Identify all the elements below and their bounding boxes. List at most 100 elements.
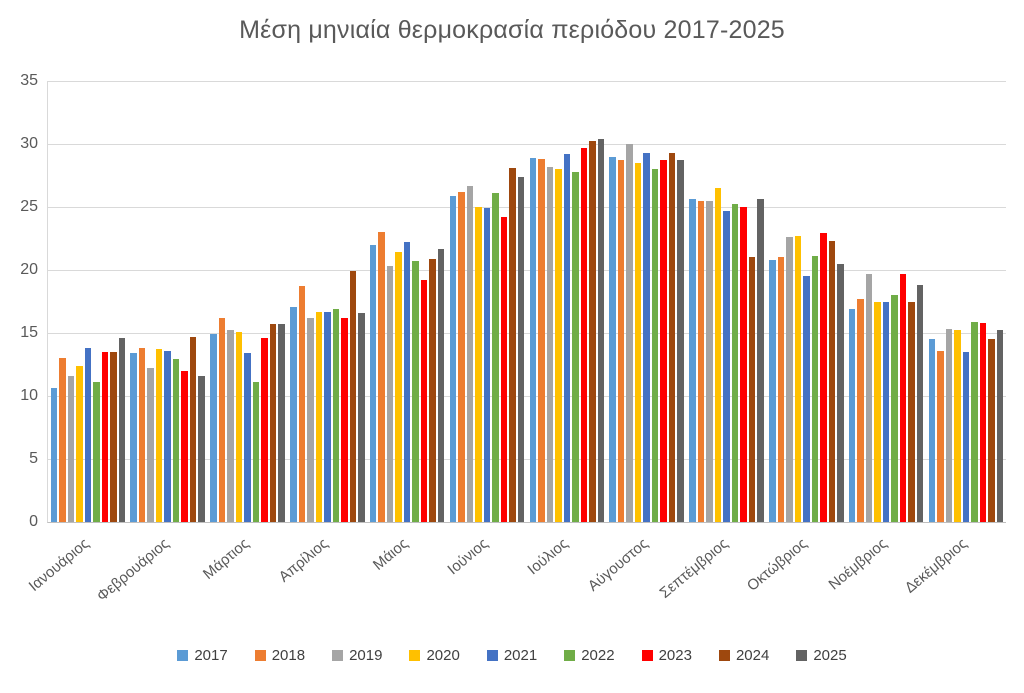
bar-group <box>128 81 208 522</box>
bar <box>538 159 545 522</box>
bar <box>437 248 445 522</box>
bar <box>378 232 385 522</box>
bar <box>483 208 491 522</box>
bar <box>626 144 633 522</box>
bar <box>848 309 856 522</box>
gridline <box>48 270 1006 271</box>
bar <box>244 353 251 522</box>
bar <box>181 370 188 522</box>
bar <box>609 156 616 522</box>
bar <box>529 157 537 522</box>
bar <box>130 353 137 522</box>
x-axis-label: Οκτώβριος <box>744 534 811 595</box>
gridline <box>48 81 1006 82</box>
x-axis-label: Ιούλιος <box>524 534 572 579</box>
legend-item: 2022 <box>564 647 615 664</box>
bar <box>971 321 978 522</box>
bar <box>706 200 713 522</box>
legend-swatch-icon <box>254 650 266 661</box>
gridline <box>48 459 1006 460</box>
legend-label: 2022 <box>581 647 615 664</box>
bar-group <box>607 81 687 522</box>
legend-label: 2018 <box>271 647 306 664</box>
bar <box>210 334 217 522</box>
bar <box>218 317 226 522</box>
y-tick-label: 5 <box>29 450 38 467</box>
bar <box>723 210 730 522</box>
legend-item: 2024 <box>718 647 769 664</box>
bar <box>403 242 411 522</box>
legend-item: 2021 <box>486 647 538 664</box>
legend-label: 2025 <box>813 647 847 664</box>
bar-group <box>926 81 1006 522</box>
bar <box>449 195 457 522</box>
bar <box>298 286 306 522</box>
bar <box>589 141 596 522</box>
bar-group <box>208 81 288 522</box>
x-axis-label: Δεκέμβριος <box>901 534 971 597</box>
bar <box>777 257 785 522</box>
bar <box>67 375 75 522</box>
bar-group <box>367 81 447 522</box>
bar <box>349 271 357 522</box>
bar <box>572 171 579 522</box>
bar <box>916 285 924 522</box>
x-axis-label: Μάιος <box>370 534 412 574</box>
gridline <box>48 207 1006 208</box>
bar <box>937 350 944 522</box>
legend-label: 2021 <box>503 647 538 664</box>
bar <box>651 169 659 522</box>
bar <box>769 259 776 522</box>
bar <box>118 338 126 522</box>
bar <box>189 336 197 522</box>
bar-group <box>447 81 527 522</box>
bar-group <box>48 81 128 522</box>
plot-area <box>47 81 1006 523</box>
bar <box>962 351 970 522</box>
bar <box>466 185 474 522</box>
bar <box>803 276 810 522</box>
bar <box>172 359 180 522</box>
bar <box>668 152 676 522</box>
legend-swatch-icon <box>641 650 653 661</box>
bar <box>546 166 554 522</box>
y-tick-label: 30 <box>20 135 38 152</box>
bar <box>988 339 995 522</box>
bar <box>147 368 154 522</box>
legend-label: 2020 <box>426 647 460 664</box>
bar <box>324 311 331 522</box>
bar <box>820 233 827 522</box>
bar <box>278 324 285 522</box>
legend-swatch-icon <box>486 650 498 661</box>
bar <box>235 331 243 522</box>
y-tick-label: 10 <box>20 387 38 404</box>
bar <box>908 301 915 522</box>
bar <box>110 351 117 522</box>
bar <box>198 375 205 522</box>
x-axis-label: Σεπτέμβριος <box>656 534 732 602</box>
gridline <box>48 144 1006 145</box>
bar <box>786 237 793 522</box>
bar <box>874 301 881 522</box>
legend-swatch-icon <box>796 650 808 661</box>
legend-item: 2018 <box>254 647 306 664</box>
bar <box>828 241 836 522</box>
legend-item: 2025 <box>796 647 847 664</box>
bar <box>50 388 58 522</box>
bar <box>634 162 642 522</box>
x-axis-label: Φεβρουάριος <box>93 534 173 605</box>
bar <box>252 382 260 522</box>
bar <box>563 154 571 522</box>
y-tick-label: 25 <box>20 198 38 215</box>
bar <box>891 295 898 522</box>
bar <box>269 324 277 522</box>
bar <box>945 329 953 522</box>
legend-label: 2019 <box>349 647 383 664</box>
bar-group <box>846 81 926 522</box>
bar <box>315 311 323 522</box>
bar-group <box>767 81 847 522</box>
x-axis-label: Νοέμβριος <box>825 534 891 594</box>
bar <box>899 273 907 522</box>
bar <box>369 244 377 522</box>
